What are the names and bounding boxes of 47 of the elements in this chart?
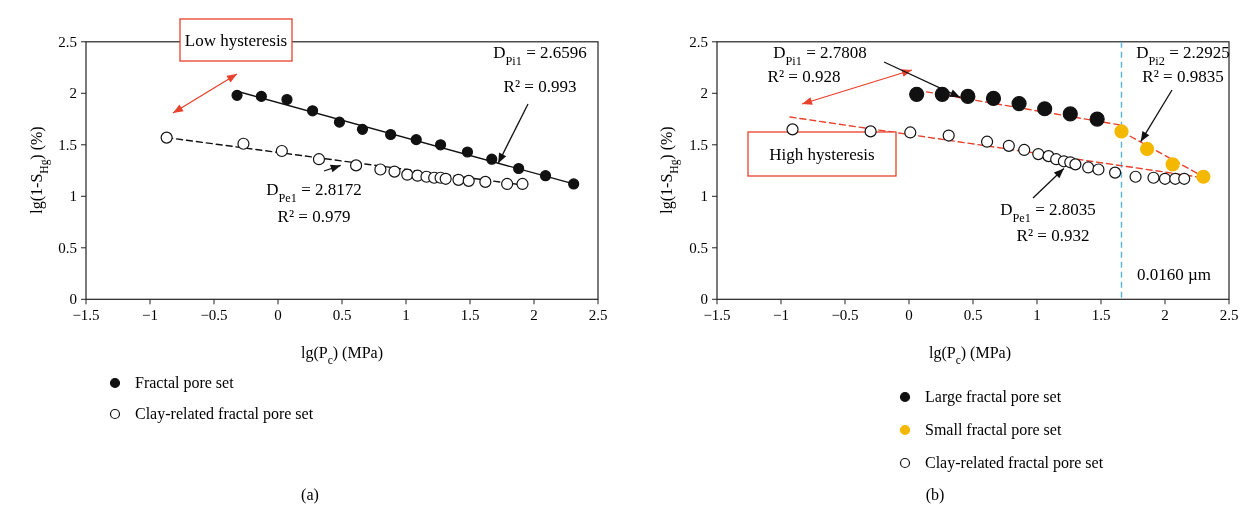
x-tick-label: −0.5	[831, 307, 859, 324]
text: (b)	[925, 486, 945, 504]
legend-label: Clay-related fractal pore set	[925, 454, 1104, 472]
y-tick-label: 0	[69, 291, 77, 308]
x-axis-title: lg(P$_{c}$) (MPa)	[928, 344, 1012, 366]
y-tick-label: 1.5	[689, 136, 708, 153]
y-tick-label: 2	[69, 85, 77, 102]
annotation: D$_{Pi2}$ = 2.2925 R² = 0.9835	[1136, 43, 1230, 86]
x-tick-label: 2	[1161, 307, 1169, 324]
x-tick-label: 2.5	[1219, 307, 1239, 324]
y-tick-label: 1	[700, 188, 708, 205]
x-tick-label: −1.5	[72, 307, 100, 324]
x-tick-label: −1	[142, 307, 158, 324]
x-tick-label: 0.5	[963, 307, 983, 324]
x-tick-label: 1	[1033, 307, 1041, 324]
x-tick-label: −0.5	[200, 307, 228, 324]
x-tick-label: 1.5	[1091, 307, 1111, 324]
y-tick-label: 1.5	[58, 136, 77, 153]
annotation: High hysteresis	[769, 145, 875, 164]
annotation: D$_{Pe1}$ = 2.8172 R² = 0.979	[266, 180, 362, 226]
annotation: Low hysteresis	[184, 31, 288, 50]
y-tick-label: 2.5	[689, 33, 708, 50]
x-tick-label: −1	[773, 307, 789, 324]
y-tick-label: 0.5	[689, 239, 708, 256]
x-tick-label: −1.5	[703, 307, 731, 324]
ref-line-label: 0.0160 µm	[1136, 265, 1212, 284]
x-tick-label: 2	[530, 307, 538, 324]
legend-label: Clay-related fractal pore set	[135, 405, 314, 423]
x-tick-label: 0.5	[332, 307, 352, 324]
x-tick-label: 0	[274, 307, 282, 324]
x-tick-label: 1.5	[460, 307, 480, 324]
legend-label: Small fractal pore set	[925, 421, 1062, 439]
x-axis-title: lg(P$_{c}$) (MPa)	[300, 344, 384, 366]
annotation: D$_{Pe1}$ = 2.8035 R² = 0.932	[1000, 200, 1096, 245]
x-tick-label: 0	[905, 307, 913, 324]
y-tick-label: 2	[700, 85, 708, 102]
y-tick-label: 1	[69, 188, 77, 205]
legend-label: Large fractal pore set	[925, 388, 1062, 406]
annotation: D$_{Pi1}$ = 2.7808 R² = 0.928	[767, 43, 867, 86]
y-tick-label: 0	[700, 291, 708, 308]
annotation: D$_{Pi1}$ = 2.6596 R² = 0.993	[493, 43, 587, 96]
legend-label: Fractal pore set	[135, 374, 235, 392]
x-tick-label: 2.5	[588, 307, 608, 324]
text: (a)	[301, 486, 319, 504]
y-tick-label: 0.5	[58, 239, 77, 256]
y-tick-label: 2.5	[58, 33, 77, 50]
x-tick-label: 1	[402, 307, 410, 324]
